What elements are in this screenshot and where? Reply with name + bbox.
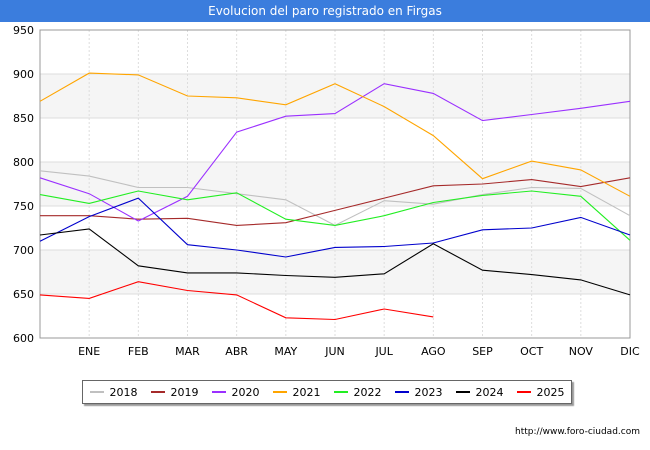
legend-swatch xyxy=(333,391,348,393)
x-tick-label: DIC xyxy=(620,345,640,358)
x-tick-label: AGO xyxy=(421,345,446,358)
y-tick-label: 700 xyxy=(13,244,34,257)
series-line-2019 xyxy=(40,177,631,226)
x-tick-label: NOV xyxy=(569,345,594,358)
series-line-2024 xyxy=(39,228,631,296)
legend-label: 2023 xyxy=(414,385,443,399)
legend-item-2019: 2019 xyxy=(150,385,199,399)
legend-swatch xyxy=(455,391,470,393)
legend-label: 2021 xyxy=(292,385,321,399)
legend-item-2022: 2022 xyxy=(333,385,382,399)
footer-url: http://www.foro-ciudad.com xyxy=(515,427,640,437)
series-line-2025 xyxy=(39,281,434,321)
legend-swatch xyxy=(150,391,165,393)
legend-label: 2018 xyxy=(109,385,138,399)
y-tick-label: 800 xyxy=(13,156,34,169)
legend-label: 2022 xyxy=(353,385,382,399)
legend-swatch xyxy=(516,391,531,393)
legend-item-2023: 2023 xyxy=(394,385,443,399)
x-tick-label: SEP xyxy=(472,345,493,358)
series-line-2021 xyxy=(39,72,631,197)
legend: 2018 2019 2020 2021 2022 2023 2024 2025 xyxy=(82,380,572,404)
x-tick-label: JUL xyxy=(374,345,393,358)
legend-swatch xyxy=(89,391,104,393)
x-tick-label: ENE xyxy=(78,345,100,358)
legend-label: 2019 xyxy=(170,385,199,399)
y-tick-label: 600 xyxy=(13,332,34,345)
legend-item-2021: 2021 xyxy=(272,385,321,399)
chart-title: Evolucion del paro registrado en Firgas xyxy=(0,0,650,22)
legend-label: 2020 xyxy=(231,385,260,399)
legend-swatch xyxy=(394,391,409,393)
x-tick-label: OCT xyxy=(520,345,543,358)
x-tick-label: FEB xyxy=(128,345,149,358)
series-line-2020 xyxy=(39,83,631,222)
legend-swatch xyxy=(272,391,287,393)
legend-label: 2025 xyxy=(536,385,565,399)
y-tick-label: 650 xyxy=(13,288,34,301)
x-tick-label: ABR xyxy=(225,345,248,358)
legend-item-2024: 2024 xyxy=(455,385,504,399)
x-tick-label: MAY xyxy=(274,345,297,358)
y-tick-label: 750 xyxy=(13,200,34,213)
series-line-2023 xyxy=(39,197,631,258)
x-tick-label: JUN xyxy=(324,345,345,358)
legend-item-2020: 2020 xyxy=(211,385,260,399)
y-tick-label: 850 xyxy=(13,112,34,125)
y-tick-label: 900 xyxy=(13,68,34,81)
plot-border xyxy=(39,29,631,339)
y-tick-label: 950 xyxy=(13,24,34,37)
legend-item-2025: 2025 xyxy=(516,385,565,399)
legend-item-2018: 2018 xyxy=(89,385,138,399)
legend-swatch xyxy=(211,391,226,393)
legend-label: 2024 xyxy=(475,385,504,399)
series-line-2022 xyxy=(39,190,631,241)
x-tick-label: MAR xyxy=(175,345,200,358)
